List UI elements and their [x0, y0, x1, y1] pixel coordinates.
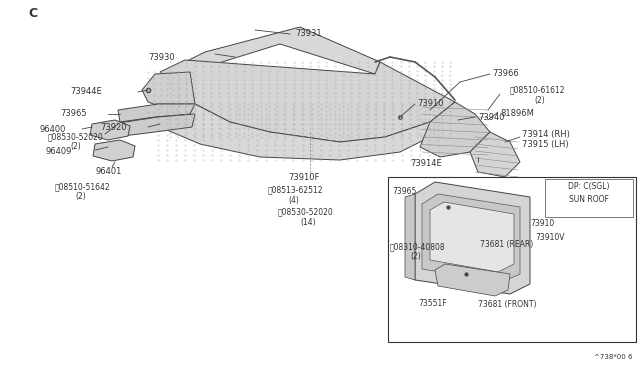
Text: 73965: 73965: [392, 187, 417, 196]
Text: Ⓢ08510-61612: Ⓢ08510-61612: [510, 86, 566, 94]
Polygon shape: [112, 114, 195, 137]
Text: Ⓢ08510-51642: Ⓢ08510-51642: [55, 183, 111, 192]
Polygon shape: [430, 202, 514, 272]
FancyBboxPatch shape: [388, 177, 636, 342]
Polygon shape: [118, 104, 195, 122]
Text: 73931: 73931: [295, 29, 322, 38]
Text: Ⓢ08513-62512: Ⓢ08513-62512: [268, 186, 323, 195]
Text: 73920: 73920: [100, 122, 127, 131]
Text: 73681 (FRONT): 73681 (FRONT): [478, 299, 536, 308]
Polygon shape: [155, 104, 440, 160]
Text: (2): (2): [534, 96, 545, 105]
Text: ^738*00 6: ^738*00 6: [593, 354, 632, 360]
Text: DP: C(SGL): DP: C(SGL): [568, 183, 610, 192]
Text: 73681 (REAR): 73681 (REAR): [480, 240, 533, 248]
Polygon shape: [435, 264, 510, 296]
Text: 73914E: 73914E: [410, 160, 442, 169]
Text: 73940: 73940: [478, 112, 504, 122]
Text: (2): (2): [70, 141, 81, 151]
Text: 73915 (LH): 73915 (LH): [522, 140, 568, 148]
Text: 96400: 96400: [40, 125, 67, 134]
Polygon shape: [93, 140, 135, 161]
Text: 73910V: 73910V: [535, 232, 564, 241]
Polygon shape: [90, 120, 130, 140]
Text: 73551F: 73551F: [418, 299, 447, 308]
Text: 73910: 73910: [417, 99, 444, 109]
Text: 81896M: 81896M: [500, 109, 534, 119]
FancyBboxPatch shape: [545, 179, 633, 217]
Text: (2): (2): [75, 192, 86, 202]
Polygon shape: [415, 182, 530, 294]
Polygon shape: [470, 132, 520, 177]
Polygon shape: [422, 194, 520, 282]
Text: (4): (4): [288, 196, 299, 205]
Text: Ⓢ08530-52020: Ⓢ08530-52020: [48, 132, 104, 141]
Text: 96409: 96409: [45, 148, 72, 157]
Polygon shape: [420, 102, 490, 157]
Text: C: C: [28, 7, 37, 20]
Polygon shape: [185, 27, 380, 74]
Text: 73965: 73965: [60, 109, 86, 119]
Text: SUN ROOF: SUN ROOF: [569, 196, 609, 205]
Text: 73914 (RH): 73914 (RH): [522, 129, 570, 138]
Polygon shape: [160, 60, 455, 142]
Text: (14): (14): [300, 218, 316, 227]
Text: Ⓢ08530-52020: Ⓢ08530-52020: [278, 208, 333, 217]
Polygon shape: [405, 194, 415, 280]
Polygon shape: [142, 72, 195, 112]
Text: (2): (2): [410, 253, 420, 262]
Text: 73966: 73966: [492, 70, 519, 78]
Text: 73910: 73910: [530, 219, 554, 228]
Text: 96401: 96401: [95, 167, 122, 176]
Text: 73944E: 73944E: [70, 87, 102, 96]
Text: Ⓢ08310-40808: Ⓢ08310-40808: [390, 243, 445, 251]
Text: 73930: 73930: [148, 52, 175, 61]
Text: 73910F: 73910F: [288, 173, 319, 182]
